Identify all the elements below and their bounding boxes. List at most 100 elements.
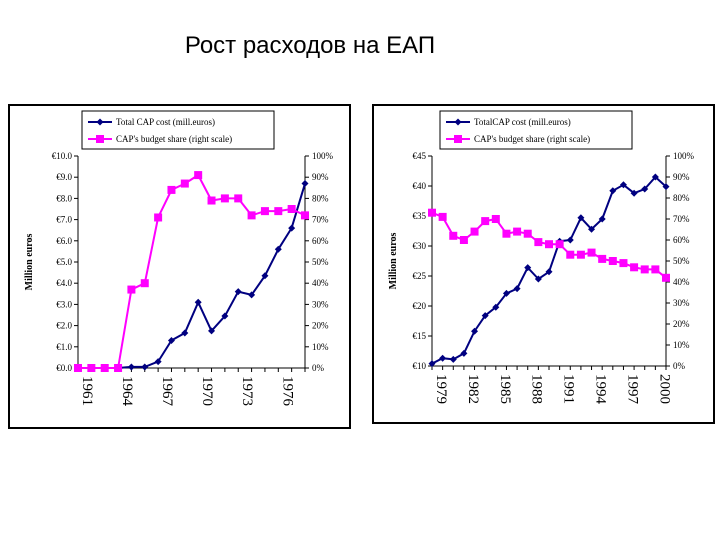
c1-budget-share-point	[167, 185, 176, 194]
chart-canvas-1979-2001: €10 €15 €20 €25 €30 €35 €40 €45 0% 10% 20% 30% 40% 50…	[388, 110, 695, 405]
c2-total-cost-point	[566, 236, 574, 244]
c2-total-cost-point	[545, 268, 553, 276]
c1-y-tick-label-left: €9.0	[56, 172, 72, 182]
c1-legend-marker-total-cost	[96, 118, 104, 126]
c1-y-tick-label-right: 30%	[312, 299, 329, 309]
c2-budget-share-point	[428, 208, 436, 217]
c1-total-cost-point	[261, 272, 269, 280]
c1-total-cost-point	[181, 329, 189, 337]
c1-budget-share-point	[154, 213, 163, 222]
c2-total-cost-point	[577, 214, 585, 222]
c2-budget-share-point	[608, 257, 617, 265]
c1-y-tick-label-left: €1.0	[56, 342, 72, 352]
c1-y-tick-label-left: €6.0	[56, 236, 72, 246]
c2-y-tick-label-left: €20	[413, 301, 427, 311]
c1-budget-share-point	[140, 279, 149, 288]
c2-budget-share-point	[513, 227, 522, 236]
c2-y-tick-label-right: 0%	[673, 361, 686, 371]
c2-budget-share-point	[576, 250, 585, 259]
c2-budget-share-point	[449, 231, 458, 240]
c1-x-tick-label: 1976	[279, 376, 295, 407]
c2-budget-share-point	[502, 229, 511, 238]
c2-total-cost-point	[588, 225, 596, 233]
c1-y-tick-label-right: 50%	[312, 257, 329, 267]
c1-budget-share-point	[274, 207, 283, 216]
c1-legend-box	[81, 110, 275, 150]
slide-title: Рост расходов на ЕАП	[184, 32, 436, 59]
c1-budget-share-point	[87, 364, 96, 372]
c2-y-tick-label-right: 40%	[673, 277, 690, 287]
c1-budget-share-point	[207, 196, 216, 205]
c2-y-tick-label-left: €15	[413, 331, 427, 341]
c2-y-tick-label-right: 90%	[673, 172, 690, 182]
cap-cost-chart-1979-2001: €10 €15 €20 €25 €30 €35 €40 €45 0% 10% 20% 30% 40% 50…	[372, 104, 715, 424]
c2-x-tick-label: 2000	[656, 374, 672, 404]
c1-y-tick-label-left: €3.0	[56, 299, 72, 309]
c2-y-tick-label-right: 70%	[673, 214, 690, 224]
c1-budget-share-point	[287, 205, 296, 213]
c1-total-cost-point	[248, 291, 256, 299]
c2-x-tick-label: 1988	[529, 374, 545, 404]
c2-y-tick-label-right: 50%	[673, 256, 690, 266]
c2-total-cost-point	[651, 173, 659, 181]
c2-x-tick-label: 1991	[561, 374, 577, 404]
c1-y-tick-label-left: €5.0	[56, 257, 72, 267]
c2-total-cost-point	[481, 312, 489, 320]
c1-total-cost-point	[194, 298, 202, 306]
c1-budget-share-point	[194, 171, 203, 180]
c1-x-tick-label: 1973	[239, 376, 255, 406]
c1-total-cost-point	[167, 336, 175, 344]
c2-y-tick-label-right: 100%	[673, 151, 695, 161]
c2-y-tick-label-left: €40	[413, 181, 427, 191]
c1-budget-share-point	[127, 285, 136, 294]
c1-total-cost-point	[274, 245, 282, 253]
c1-budget-share-point	[100, 364, 109, 372]
c1-y-tick-label-right: 20%	[312, 321, 329, 331]
chart-canvas-1961-1978: €0.0 €1.0 €2.0 €3.0 €4.0 €5.0 €6.0 €7.0 €8.0 €9.0…	[24, 110, 334, 407]
c2-budget-share-point	[438, 212, 447, 221]
c1-y-tick-label-left: €4.0	[56, 278, 72, 288]
c2-budget-share-point	[662, 273, 670, 282]
c2-total-cost-point	[492, 303, 500, 311]
c2-y-axis-title: Million euros	[388, 233, 399, 290]
c2-y-tick-label-right: 30%	[673, 298, 690, 308]
c1-legend-label-total-cost: Total CAP cost (mill.euros)	[116, 117, 215, 127]
c2-budget-share-point	[459, 236, 468, 244]
c1-y-tick-label-right: 40%	[312, 278, 329, 288]
c1-y-tick-label-right: 80%	[312, 193, 329, 203]
c2-budget-share-point	[587, 248, 596, 257]
c2-y-tick-label-right: 20%	[673, 319, 690, 329]
c1-x-tick-label: 1967	[159, 376, 175, 407]
c2-y-tick-label-right: 10%	[673, 340, 690, 350]
c1-budget-share-point	[247, 211, 256, 220]
c1-total-cost-point	[288, 224, 296, 232]
cap-cost-chart-1961-1978: €0.0 €1.0 €2.0 €3.0 €4.0 €5.0 €6.0 €7.0 €8.0 €9.0…	[8, 104, 351, 429]
c2-budget-share-point	[470, 227, 479, 236]
c1-total-cost-point	[208, 327, 216, 335]
c1-total-cost-point	[234, 288, 242, 296]
c2-legend-marker-total-cost	[454, 118, 462, 126]
c2-total-cost-point	[513, 285, 521, 293]
c2-budget-share-point	[491, 215, 500, 223]
c2-y-tick-label-left: €30	[413, 241, 427, 251]
c1-total-cost-point	[221, 312, 229, 320]
c1-total-cost-point	[154, 358, 162, 366]
c2-total-cost-point	[471, 327, 479, 335]
c1-legend-marker-budget-share	[96, 135, 104, 143]
c2-total-cost-point	[609, 187, 617, 195]
c2-total-cost-point	[641, 185, 649, 193]
c2-total-cost-point	[428, 360, 436, 368]
c1-y-tick-label-right: 10%	[312, 342, 329, 352]
c1-y-axis-title: Million euros	[24, 234, 35, 291]
c2-y-tick-label-right: 80%	[673, 193, 690, 203]
c2-budget-share-point	[534, 238, 543, 247]
c2-y-tick-label-left: €25	[413, 271, 427, 281]
c2-total-cost-point	[619, 181, 627, 189]
c2-budget-share-point	[523, 229, 532, 238]
c2-budget-share-point	[598, 254, 607, 263]
c2-x-tick-label: 1982	[465, 374, 481, 404]
c2-budget-share-point	[619, 259, 628, 268]
c2-x-tick-label: 1979	[433, 374, 449, 404]
c2-x-tick-label: 1985	[497, 374, 513, 404]
c2-x-tick-label: 1997	[624, 374, 640, 405]
